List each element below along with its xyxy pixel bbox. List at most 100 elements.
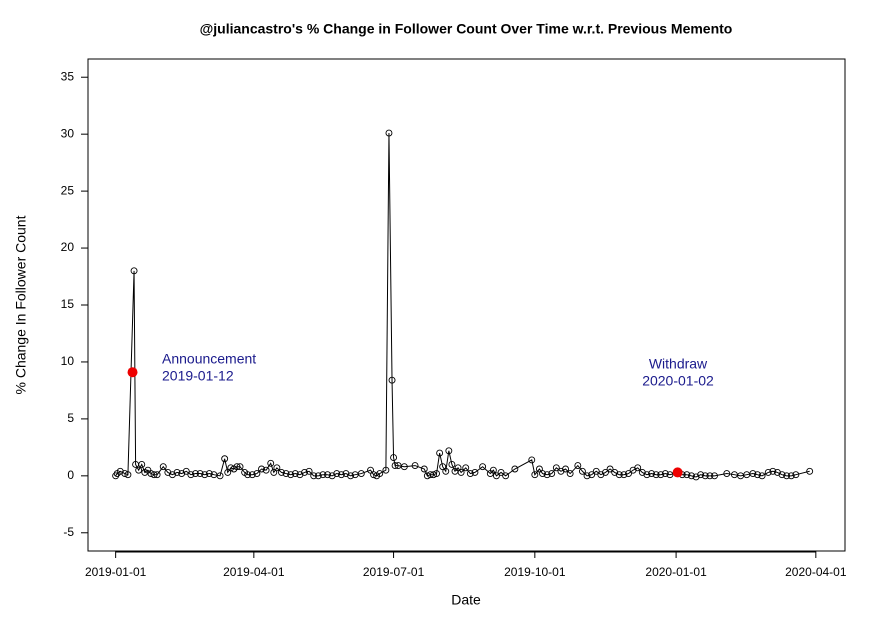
data-point xyxy=(196,470,204,478)
x-tick-label: 2019-01-01 xyxy=(85,565,147,579)
data-point xyxy=(492,472,500,480)
chart-title: @juliancastro's % Change in Follower Cou… xyxy=(200,21,733,37)
data-point xyxy=(466,470,474,478)
data-point xyxy=(347,472,355,480)
y-tick-label: 35 xyxy=(61,69,75,83)
data-point xyxy=(382,466,390,474)
data-point xyxy=(769,467,777,475)
data-point xyxy=(787,472,795,480)
data-point xyxy=(588,471,596,479)
data-point xyxy=(253,470,261,478)
data-point xyxy=(305,467,313,475)
data-point xyxy=(543,471,551,479)
data-point xyxy=(201,471,209,479)
data-point xyxy=(448,460,456,468)
data-point xyxy=(221,455,229,463)
data-point xyxy=(620,471,628,479)
data-point xyxy=(385,129,393,137)
data-point xyxy=(192,470,199,478)
data-point xyxy=(182,467,190,475)
data-point xyxy=(711,472,718,480)
data-point xyxy=(701,472,709,480)
data-point xyxy=(400,463,408,471)
data-point xyxy=(135,466,143,474)
data-point xyxy=(436,449,444,457)
y-tick-label: 15 xyxy=(61,297,75,311)
data-point xyxy=(278,468,285,476)
data-point xyxy=(479,463,487,471)
data-point xyxy=(652,471,660,479)
x-tick-label: 2020-04-01 xyxy=(785,565,847,579)
annotation: 2019-01-12 xyxy=(162,368,234,384)
data-point xyxy=(376,470,384,478)
data-point xyxy=(138,460,146,468)
data-point xyxy=(244,471,252,479)
y-axis-label: % Change In Follower Count xyxy=(13,215,29,394)
data-point xyxy=(159,463,167,471)
data-point xyxy=(615,471,623,479)
y-tick-label: 0 xyxy=(67,468,74,482)
data-point xyxy=(566,470,574,478)
highlight-point xyxy=(127,367,138,378)
data-point xyxy=(273,464,281,472)
data-point xyxy=(248,471,256,479)
y-tick-label: 30 xyxy=(61,126,75,140)
y-tick-label: 20 xyxy=(61,240,75,254)
data-point xyxy=(258,465,265,473)
data-point xyxy=(502,472,510,480)
data-point xyxy=(233,463,241,471)
data-point xyxy=(783,472,791,480)
data-point xyxy=(723,470,731,478)
data-point xyxy=(433,470,441,478)
data-point xyxy=(489,466,497,474)
data-point xyxy=(262,466,270,474)
data-point xyxy=(578,467,586,475)
x-tick-label: 2019-07-01 xyxy=(363,565,425,579)
data-point xyxy=(471,468,479,476)
x-tick-label: 2019-10-01 xyxy=(504,565,566,579)
data-point xyxy=(457,468,465,476)
data-point xyxy=(528,456,536,464)
data-point xyxy=(666,471,674,479)
data-point xyxy=(121,470,129,478)
x-tick-label: 2019-04-01 xyxy=(223,565,285,579)
data-point xyxy=(319,471,327,479)
data-point xyxy=(552,464,560,472)
data-point xyxy=(310,472,318,480)
data-point xyxy=(124,471,132,479)
data-point xyxy=(390,454,398,462)
data-point xyxy=(625,470,632,478)
data-point xyxy=(511,465,519,473)
data-point xyxy=(411,462,419,470)
annotation: Withdraw xyxy=(649,356,708,372)
y-tick-label: 10 xyxy=(61,354,75,368)
data-point xyxy=(634,464,642,472)
data-point xyxy=(683,471,691,479)
data-point xyxy=(583,472,591,480)
data-point xyxy=(216,472,224,480)
data-point xyxy=(749,470,757,478)
data-point xyxy=(388,376,396,384)
data-point xyxy=(205,470,213,478)
data-point xyxy=(562,465,569,473)
data-point xyxy=(548,470,556,478)
x-tick-label: 2020-01-01 xyxy=(645,565,707,579)
data-point xyxy=(574,462,582,470)
annotation: Announcement xyxy=(162,351,256,367)
data-point xyxy=(150,471,158,479)
data-point xyxy=(420,465,428,473)
data-point xyxy=(324,471,331,479)
data-point xyxy=(778,471,786,479)
data-point xyxy=(153,471,161,479)
data-point xyxy=(661,470,669,478)
y-tick-label: 5 xyxy=(67,411,74,425)
data-point xyxy=(130,267,138,275)
highlight-point xyxy=(672,467,683,478)
data-point xyxy=(806,467,814,475)
data-point xyxy=(301,468,308,476)
data-point xyxy=(643,471,651,479)
data-point xyxy=(333,470,341,478)
data-point xyxy=(606,465,614,473)
data-point xyxy=(337,471,345,479)
